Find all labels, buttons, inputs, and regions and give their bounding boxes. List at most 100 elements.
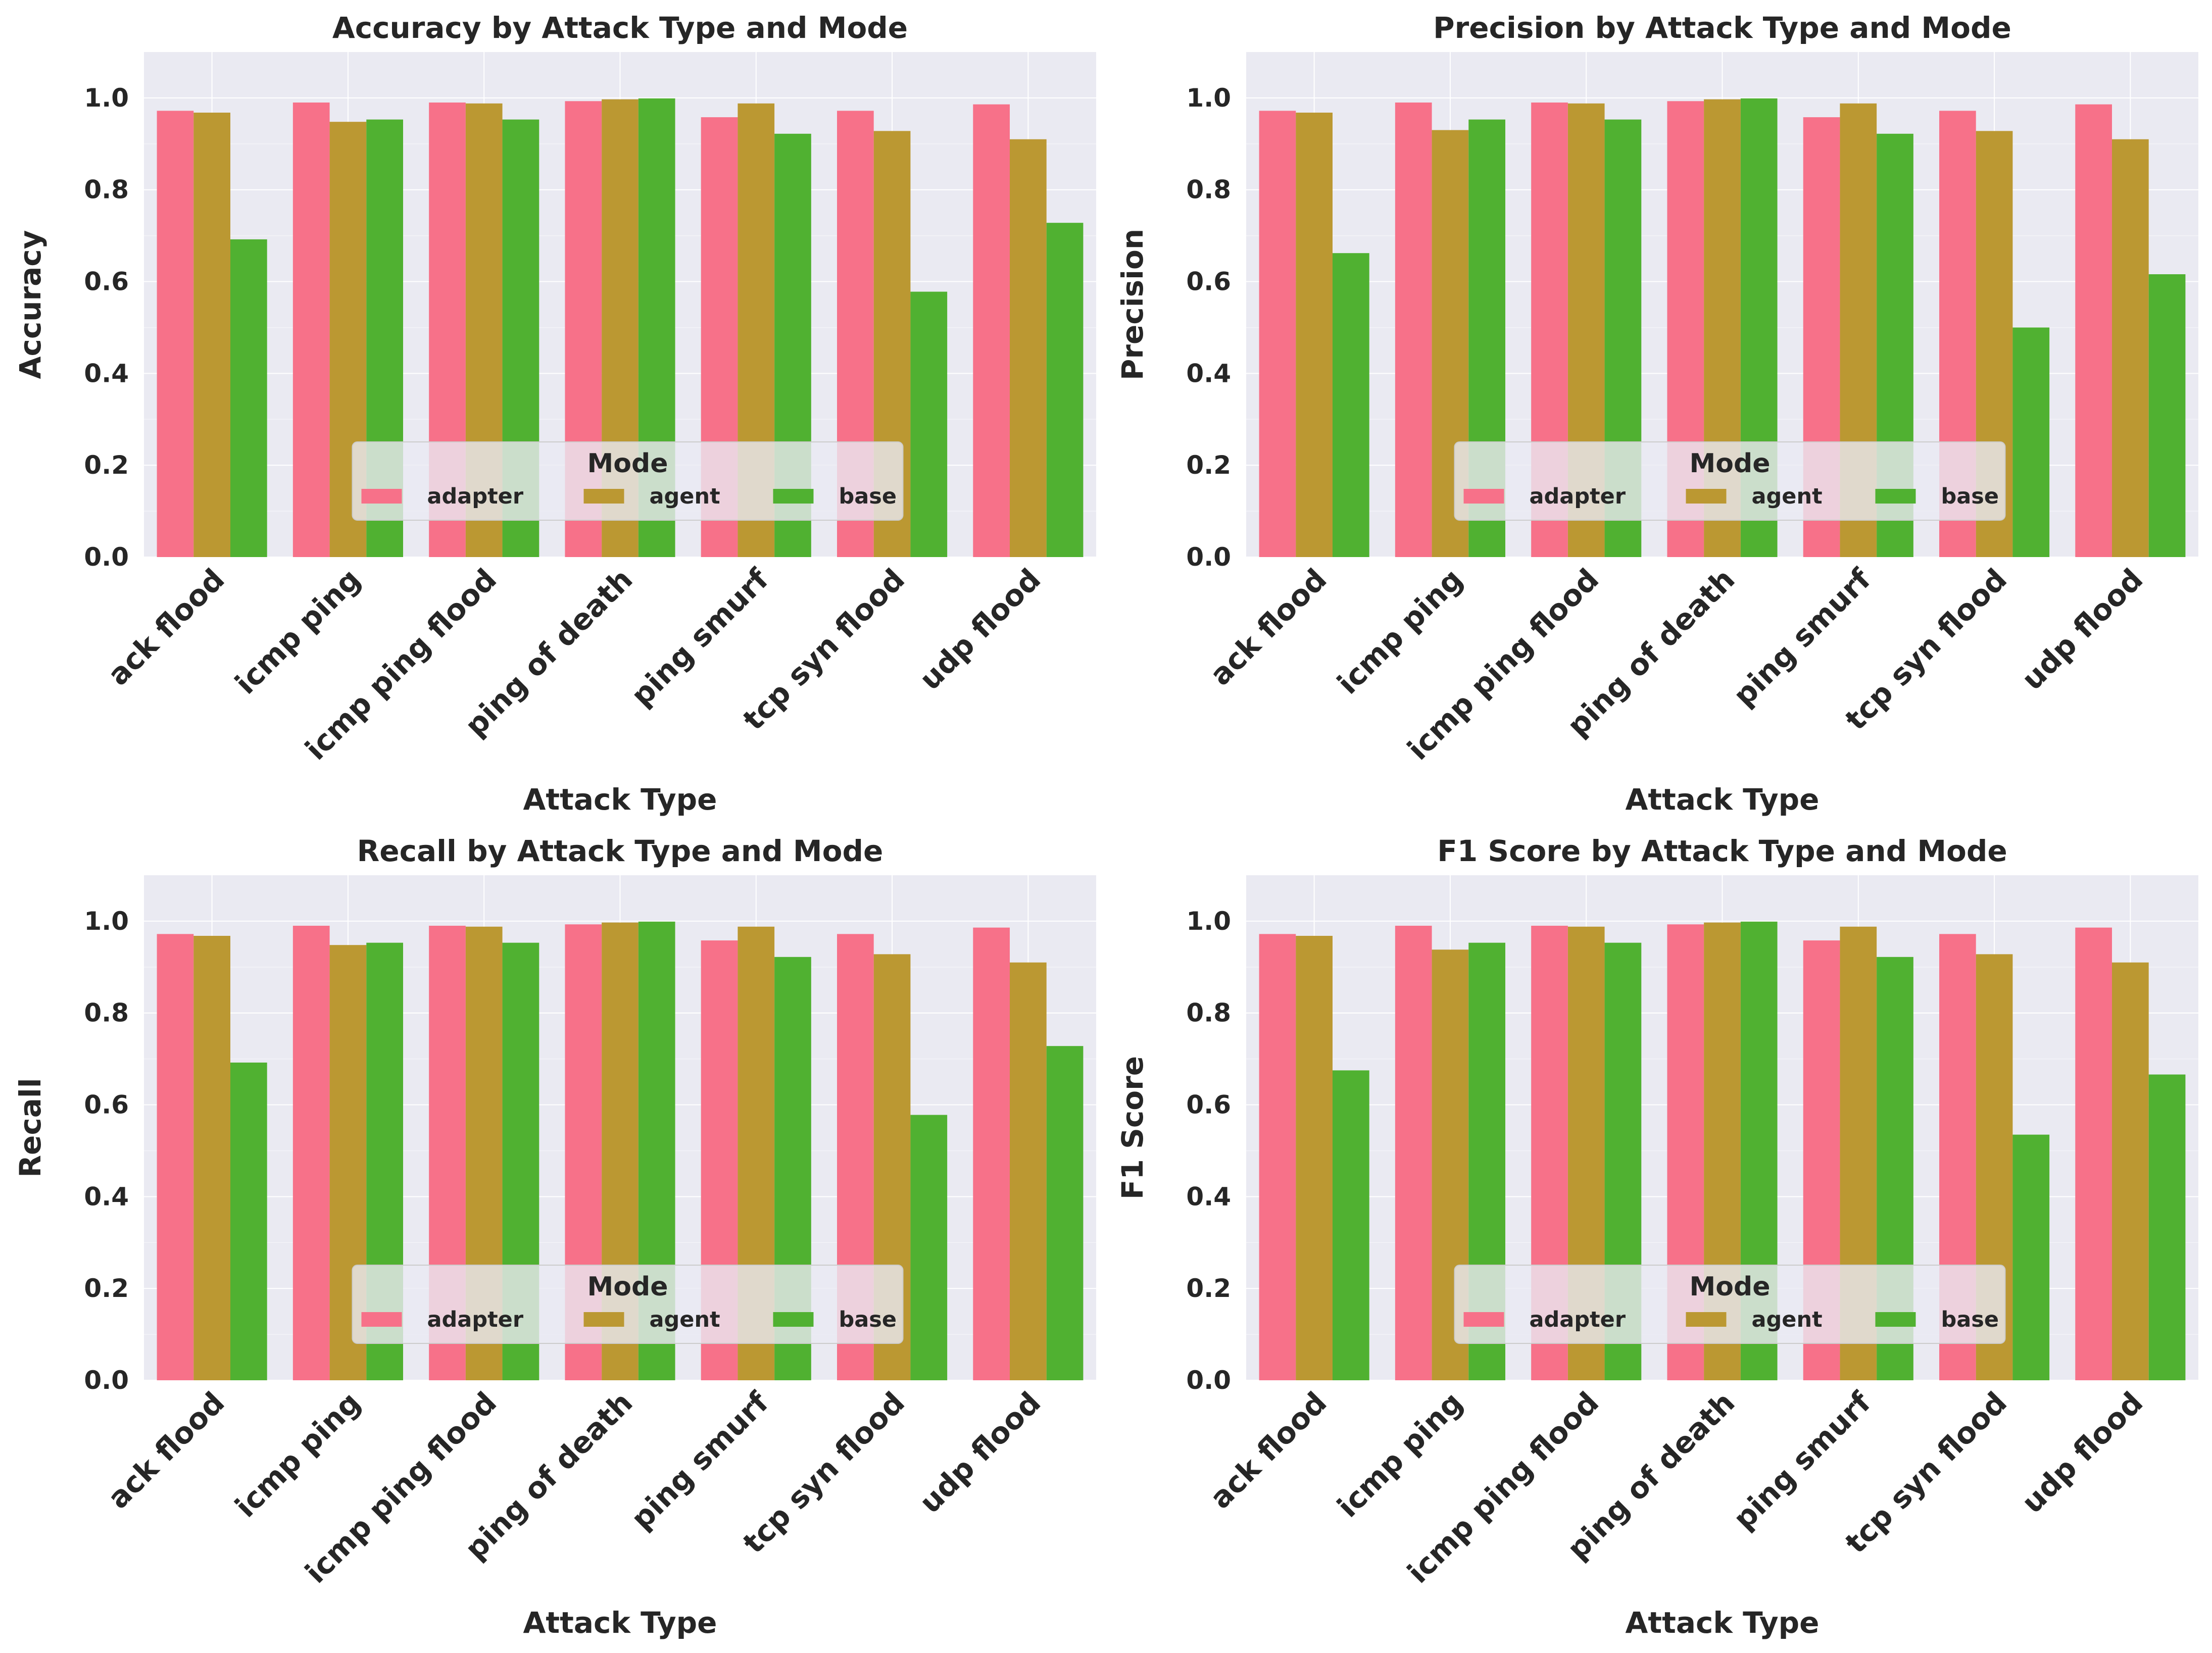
bar-base-udp-flood [1046,223,1084,557]
bar-adapter-icmp-ping [292,926,330,1380]
legend-frame [1454,441,2006,521]
bar-agent-udp-flood [2112,139,2149,557]
bar-adapter-ack-flood [1259,934,1296,1380]
legend-label-base: base [839,1307,897,1332]
x-tick-label: ack flood [101,1385,231,1516]
x-axis-label: Attack Type [1626,782,1820,817]
y-tick-label: 0.6 [1186,267,1231,296]
x-tick-label: udp flood [2015,562,2149,696]
x-tick-label: udp flood [913,1385,1047,1520]
legend-swatch-base [773,1312,814,1327]
y-tick-label: 0.2 [1186,1274,1231,1303]
y-tick-label: 0.4 [1186,359,1231,388]
bar-base-ack-flood [1332,253,1369,557]
y-tick-label: 0.8 [1186,998,1231,1028]
y-tick-label: 0.4 [1186,1182,1231,1211]
chart-title: Accuracy by Attack Type and Mode [332,11,908,45]
legend-frame [1454,1265,2006,1344]
legend-swatch-adapter [361,489,402,504]
legend-label-adapter: adapter [1530,484,1626,509]
bar-agent-ack-flood [1296,113,1333,557]
legend-swatch-agent [583,489,624,504]
y-tick-label: 0.4 [84,359,129,388]
x-tick-label: icmp ping [228,562,367,701]
legend-title: Mode [1690,448,1771,479]
y-tick-label: 0.8 [84,998,129,1028]
y-tick-label: 1.0 [84,83,129,113]
x-axis-label: Attack Type [1626,1606,1820,1640]
legend-label-agent: agent [650,484,720,509]
bar-base-udp-flood [2148,1074,2186,1380]
legend: Mode adapter agent base [352,441,904,521]
bar-base-ack-flood [230,1062,267,1380]
legend: Mode adapter agent base [1454,1265,2006,1344]
bar-adapter-icmp-ping [292,103,330,557]
bar-adapter-ack-flood [157,934,194,1380]
legend-label-agent: agent [1752,484,1823,509]
bar-adapter-udp-flood [973,104,1010,558]
legend-swatch-adapter [1463,1312,1504,1327]
chart-title: Recall by Attack Type and Mode [357,834,883,868]
legend-swatch-agent [583,1312,624,1327]
legend-frame [352,441,904,521]
y-tick-label: 1.0 [1186,907,1231,936]
legend-label-adapter: adapter [427,484,524,509]
legend-swatch-base [1875,1312,1916,1327]
bar-adapter-icmp-ping [1395,103,1432,557]
x-tick-label: udp flood [2015,1385,2149,1520]
y-axis-label: F1 Score [1115,1056,1150,1199]
y-tick-label: 1.0 [84,907,129,936]
legend-swatch-base [1875,489,1916,504]
legend-label-base: base [839,484,897,509]
legend-swatch-adapter [1463,489,1504,504]
legend-title: Mode [587,448,668,479]
x-axis-label: Attack Type [523,782,717,817]
y-tick-label: 0.2 [84,1274,129,1303]
bar-agent-ack-flood [1296,936,1333,1380]
y-tick-label: 0.0 [84,1366,129,1395]
legend-title: Mode [1690,1272,1771,1302]
legend-label-agent: agent [1752,1307,1823,1332]
x-tick-label: ping smurf [1727,1385,1878,1536]
bar-adapter-ack-flood [1259,111,1296,557]
y-tick-label: 0.6 [1186,1090,1231,1120]
bar-agent-udp-flood [2112,962,2149,1380]
chart-title: F1 Score by Attack Type and Mode [1437,834,2007,868]
bar-agent-ack-flood [193,113,230,557]
x-tick-label: ping smurf [624,562,775,713]
x-tick-label: ping smurf [1727,562,1878,713]
bar-base-udp-flood [2148,274,2186,557]
bar-base-tcp-syn-flood [2012,327,2050,557]
legend-label-adapter: adapter [1530,1307,1626,1332]
legend-title: Mode [587,1272,668,1302]
y-tick-label: 0.6 [84,267,129,296]
x-tick-label: icmp ping [1331,1385,1469,1524]
y-tick-label: 0.6 [84,1090,129,1120]
bar-adapter-udp-flood [973,927,1010,1380]
legend-label-agent: agent [650,1307,720,1332]
bar-adapter-ack-flood [157,111,194,557]
x-tick-label: icmp ping [1331,562,1469,701]
bar-adapter-udp-flood [2075,104,2112,558]
legend: Mode adapter agent base [1454,441,2006,521]
y-tick-label: 0.2 [1186,450,1231,480]
x-tick-label: ack flood [101,562,231,692]
bar-agent-udp-flood [1010,962,1047,1380]
y-tick-label: 0.2 [84,450,129,480]
bar-base-ack-flood [1332,1070,1369,1380]
y-tick-label: 0.0 [1186,542,1231,572]
bar-adapter-udp-flood [2075,927,2112,1380]
legend-swatch-base [773,489,814,504]
bar-base-tcp-syn-flood [910,1115,948,1380]
legend-label-base: base [1941,484,1999,509]
y-axis-label: Accuracy [13,230,47,379]
bar-base-udp-flood [1046,1046,1084,1380]
chart-title: Precision by Attack Type and Mode [1433,11,2011,45]
x-tick-label: ping smurf [624,1385,775,1536]
legend-swatch-agent [1686,489,1727,504]
bar-base-ack-flood [230,239,267,558]
